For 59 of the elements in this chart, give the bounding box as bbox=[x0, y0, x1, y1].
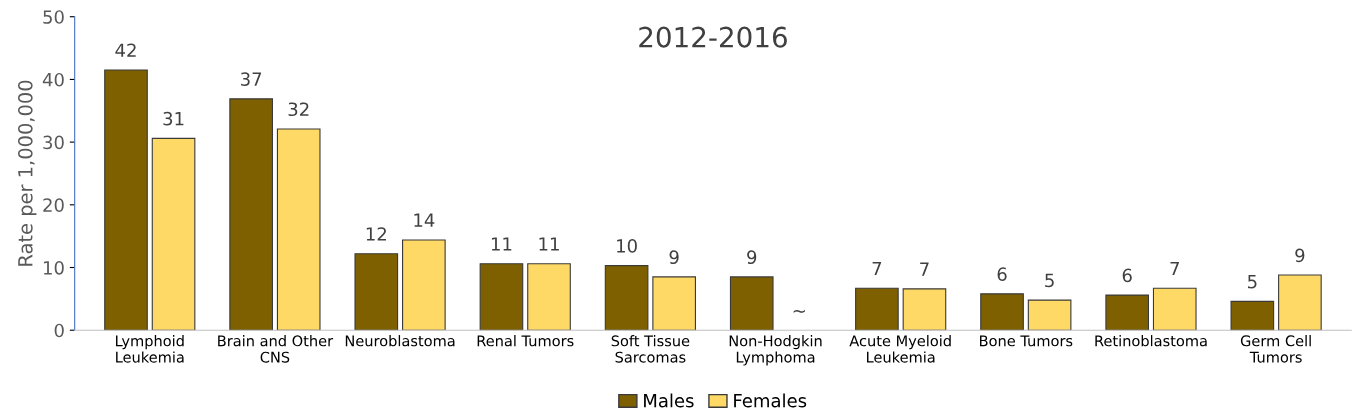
data-label: 11 bbox=[491, 237, 512, 251]
x-tick-label: Germ Cell Tumors bbox=[1240, 335, 1311, 363]
bar bbox=[479, 263, 524, 331]
x-tick-label: Acute Myeloid Leukemia bbox=[849, 335, 951, 363]
bar bbox=[1230, 300, 1275, 331]
data-label: 9 bbox=[747, 250, 757, 265]
data-label: 10 bbox=[617, 239, 637, 253]
data-label: 6 bbox=[1122, 268, 1132, 283]
data-label: 9 bbox=[1295, 248, 1305, 263]
legend-label: Females bbox=[734, 393, 807, 408]
data-label: 5 bbox=[1247, 275, 1257, 289]
data-label: 5 bbox=[1045, 273, 1054, 288]
bar bbox=[980, 293, 1024, 331]
y-tick-label: 10 bbox=[43, 260, 64, 275]
bar bbox=[729, 276, 774, 331]
data-label: 32 bbox=[288, 102, 309, 117]
bar bbox=[229, 98, 273, 331]
bar bbox=[1152, 287, 1197, 331]
bar bbox=[1105, 294, 1150, 331]
chart-title: 2012-2016 bbox=[639, 26, 787, 48]
data-label: 11 bbox=[539, 237, 559, 251]
y-tick-label: 30 bbox=[43, 135, 64, 150]
bar bbox=[1278, 274, 1322, 331]
data-label: 6 bbox=[997, 267, 1007, 281]
bar bbox=[276, 128, 321, 331]
bar bbox=[652, 276, 696, 331]
bar bbox=[527, 263, 571, 331]
y-axis-title: Rate per 1,000,000 bbox=[17, 80, 37, 266]
data-label: 7 bbox=[872, 261, 882, 276]
x-tick-label: Renal Tumors bbox=[477, 335, 574, 347]
data-label: 14 bbox=[414, 213, 435, 227]
bar bbox=[151, 137, 196, 331]
bar bbox=[1027, 299, 1072, 331]
y-tick-label: 20 bbox=[43, 198, 64, 212]
x-tick-label: Non-Hodgkin Lymphoma bbox=[729, 335, 822, 366]
x-tick-label: Bone Tumors bbox=[980, 335, 1073, 347]
x-tick-label: Lymphoid Leukemia bbox=[116, 335, 184, 363]
y-tick-label: 40 bbox=[42, 72, 64, 87]
data-label: 7 bbox=[1170, 261, 1179, 276]
legend-label: Males bbox=[644, 393, 694, 408]
data-label: 37 bbox=[241, 72, 262, 86]
bar bbox=[902, 288, 947, 331]
bar bbox=[604, 265, 649, 331]
data-label: 7 bbox=[920, 262, 929, 276]
data-label: 31 bbox=[163, 111, 184, 126]
bar bbox=[354, 253, 399, 331]
x-tick-label: Soft Tissue Sarcomas bbox=[611, 335, 690, 363]
y-tick-label: 50 bbox=[43, 10, 64, 24]
data-label: 12 bbox=[366, 227, 386, 241]
bar bbox=[855, 287, 899, 331]
bar bbox=[402, 239, 446, 331]
y-tick-label: 0 bbox=[54, 323, 64, 338]
text: ~ bbox=[793, 309, 805, 313]
data-label: 42 bbox=[115, 43, 136, 57]
data-label: 9 bbox=[669, 250, 679, 265]
x-tick-label: Brain and Other CNS bbox=[218, 335, 334, 363]
bar bbox=[104, 69, 148, 331]
x-tick-label: Neuroblastoma bbox=[345, 335, 455, 347]
x-tick-label: Retinoblastoma bbox=[1095, 335, 1207, 347]
